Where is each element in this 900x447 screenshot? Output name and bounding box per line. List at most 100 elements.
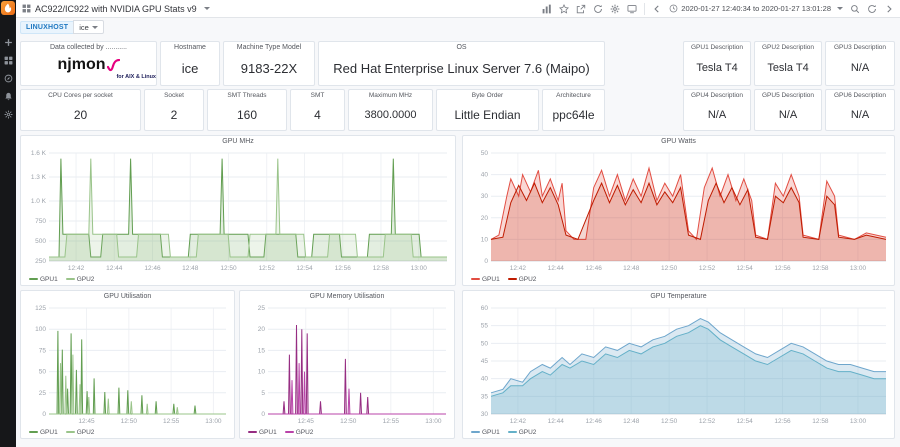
svg-text:12:52: 12:52	[259, 265, 276, 272]
legend-item-gpu1[interactable]: GPU1	[29, 276, 58, 283]
panel-title[interactable]: SMT	[310, 92, 325, 99]
chart-legend: GPU1 GPU2	[29, 274, 94, 284]
alerting-icon[interactable]	[0, 87, 16, 105]
time-shift-back-icon[interactable]	[652, 4, 662, 14]
panel-title[interactable]: GPU Utilisation	[103, 293, 152, 300]
legend-label: GPU1	[259, 428, 277, 436]
panel-title[interactable]: GPU4 Description	[690, 92, 744, 99]
smt-threads-value: 160	[236, 107, 258, 122]
svg-text:12:52: 12:52	[699, 265, 716, 272]
panel-title[interactable]: SMT Threads	[227, 92, 267, 99]
legend-label: GPU2	[518, 275, 537, 283]
share-icon[interactable]	[576, 4, 586, 14]
panel-socket: Socket 2	[144, 89, 204, 131]
panel-title[interactable]: GPU Memory Utilisation	[309, 293, 385, 300]
svg-text:12:48: 12:48	[182, 265, 199, 272]
panel-machine-type: Machine Type Model 9183-22X	[223, 41, 315, 86]
svg-text:12:42: 12:42	[510, 418, 527, 425]
panel-gpu3-description: GPU3 Description N/A	[825, 41, 895, 86]
svg-text:0: 0	[42, 411, 46, 418]
svg-text:12:55: 12:55	[163, 418, 180, 425]
legend-item-gpu1[interactable]: GPU1	[471, 276, 500, 283]
panel-title[interactable]: OS	[456, 44, 467, 51]
panel-gpu5-description: GPU5 Description N/A	[754, 89, 822, 131]
machine-type-value: 9183-22X	[240, 60, 298, 76]
configuration-gear-icon[interactable]	[0, 105, 16, 123]
svg-text:1.3 K: 1.3 K	[31, 174, 47, 181]
panel-title[interactable]: GPU5 Description	[761, 92, 815, 99]
explore-icon[interactable]	[0, 69, 16, 87]
svg-text:12:46: 12:46	[586, 418, 603, 425]
time-range-label: 2020-01-27 12:40:34 to 2020-01-27 13:01:…	[681, 4, 831, 13]
panel-title[interactable]: GPU MHz	[222, 138, 254, 145]
svg-text:12:50: 12:50	[661, 265, 678, 272]
panel-title[interactable]: Data collected by ...........	[49, 44, 128, 51]
legend-item-gpu1[interactable]: GPU1	[248, 429, 277, 436]
legend-swatch	[471, 278, 480, 280]
panel-byte-order: Byte Order Little Endian	[436, 89, 539, 131]
gpu2-description-value: Tesla T4	[767, 62, 809, 74]
dashboard-icon	[22, 4, 31, 13]
gpu-utilisation-chart[interactable]: 12:45 12:50 12:55 13:00 0 25 50 75 100 125	[23, 304, 231, 425]
legend-swatch	[65, 431, 75, 433]
njmon-logo: njmon for AIX & Linux	[21, 51, 157, 85]
legend-item-gpu2[interactable]: GPU2	[507, 275, 537, 283]
gpu-temperature-chart[interactable]: 12:42 12:44 12:46 12:48 12:50 12:52 12:54 12:56…	[465, 304, 891, 425]
panel-title[interactable]: Maximum MHz	[368, 92, 413, 99]
legend-item-gpu2[interactable]: GPU2	[284, 429, 313, 436]
time-range-picker[interactable]: 2020-01-27 12:40:34 to 2020-01-27 13:01:…	[669, 4, 843, 13]
panel-title[interactable]: Hostname	[174, 44, 206, 51]
panel-smt-threads: SMT Threads 160	[207, 89, 287, 131]
svg-text:500: 500	[35, 238, 46, 245]
panel-title[interactable]: GPU1 Description	[690, 44, 744, 51]
legend-item-gpu2[interactable]: GPU2	[65, 428, 95, 436]
socket-value: 2	[170, 107, 178, 122]
panel-gpu6-description: GPU6 Description N/A	[825, 89, 895, 131]
panel-gpu-temperature: GPU Temperature 12:42 12:44 12:46 12:48 12:5…	[462, 290, 895, 439]
cycle-icon[interactable]	[593, 4, 603, 14]
gpu1-description-value: Tesla T4	[696, 62, 738, 74]
os-value: Red Hat Enterprise Linux Server 7.6 (Mai…	[333, 60, 590, 76]
panel-title[interactable]: GPU6 Description	[833, 92, 887, 99]
legend-item-gpu2[interactable]: GPU2	[507, 429, 536, 436]
create-plus-icon[interactable]	[0, 33, 16, 51]
star-icon[interactable]	[559, 3, 570, 14]
dashboards-icon[interactable]	[0, 51, 16, 69]
variable-label: LINUXHOST	[20, 20, 74, 34]
njmon-wordmark: njmon	[57, 55, 106, 73]
gpu-watts-chart[interactable]: 12:42 12:44 12:46 12:48 12:50 12:52 12:54 12:56…	[465, 149, 891, 272]
panel-title[interactable]: GPU2 Description	[761, 44, 815, 51]
zoom-out-icon[interactable]	[850, 4, 860, 14]
sidebar	[0, 0, 16, 447]
svg-text:12:55: 12:55	[383, 418, 400, 425]
gear-icon[interactable]	[610, 4, 620, 14]
panel-title[interactable]: GPU3 Description	[833, 44, 887, 51]
svg-text:10: 10	[481, 236, 489, 243]
variable-value-dropdown[interactable]: ice	[73, 20, 104, 34]
legend-item-gpu1[interactable]: GPU1	[471, 429, 500, 436]
grafana-logo[interactable]	[1, 1, 15, 15]
panel-title[interactable]: GPU Temperature	[650, 293, 707, 300]
chevron-down-icon	[837, 7, 843, 10]
refresh-icon[interactable]	[867, 4, 877, 14]
tv-mode-icon[interactable]	[627, 4, 637, 14]
gpu-memory-utilisation-chart[interactable]: 12:45 12:50 12:55 13:00 0 5 10 15 20 25	[242, 304, 451, 425]
panel-hostname: Hostname ice	[160, 41, 220, 86]
gpu-mhz-chart[interactable]: 12:42 12:44 12:46 12:48 12:50 12:52 12:54 12:56…	[23, 149, 452, 272]
panel-title[interactable]: Machine Type Model	[236, 44, 302, 51]
panel-title[interactable]: CPU Cores per socket	[48, 92, 113, 99]
time-shift-forward-icon[interactable]	[884, 4, 894, 14]
dashboard-title-button[interactable]: AC922/IC922 with NVIDIA GPU Stats v9	[22, 4, 210, 14]
svg-text:12:42: 12:42	[510, 265, 527, 272]
panel-title[interactable]: Architecture	[556, 92, 591, 99]
panel-title[interactable]: Byte Order	[471, 92, 504, 99]
panel-title[interactable]: GPU Watts	[661, 138, 696, 145]
legend-item-gpu1[interactable]: GPU1	[29, 429, 58, 436]
add-panel-icon[interactable]	[542, 4, 552, 14]
legend-item-gpu2[interactable]: GPU2	[65, 276, 94, 283]
svg-text:12:44: 12:44	[548, 265, 565, 272]
svg-text:12:56: 12:56	[335, 265, 352, 272]
legend-label: GPU2	[76, 428, 95, 436]
panel-title[interactable]: Socket	[164, 92, 184, 99]
panel-gpu-utilisation: GPU Utilisation 12:45 12:50 12:55 13:00 0 25 5…	[20, 290, 235, 439]
